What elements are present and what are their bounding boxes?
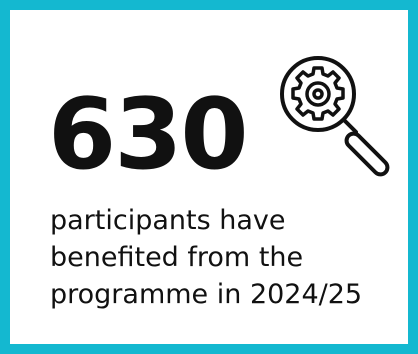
stat-caption: participants have benefited from the pro…	[50, 202, 410, 313]
caption-line: benefited from the	[50, 242, 304, 273]
caption-line: programme in 2024/25	[50, 279, 363, 310]
magnifier-gear-icon	[274, 54, 404, 184]
caption-line: participants have	[50, 205, 286, 236]
participant-count: 630	[48, 78, 249, 192]
